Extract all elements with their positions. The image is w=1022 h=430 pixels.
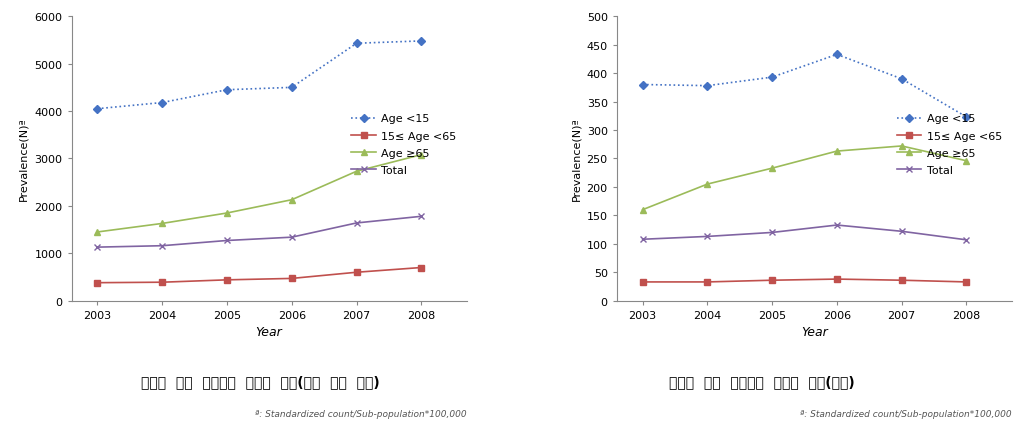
15≤ Age <65 <box>156 280 169 285</box>
15≤ Age <65 <box>637 280 649 285</box>
Age ≥65 <box>221 211 233 216</box>
Age <15 <box>91 107 103 112</box>
Legend: Age <15, 15≤ Age <65, Age ≥65, Total: Age <15, 15≤ Age <65, Age ≥65, Total <box>892 110 1007 180</box>
Text: ª: Standardized count/Sub-population*100,000: ª: Standardized count/Sub-population*100… <box>254 409 467 418</box>
Age <15 <box>351 42 363 47</box>
Total <box>701 234 713 240</box>
Age ≥65 <box>895 144 908 149</box>
Line: Age ≥65: Age ≥65 <box>640 144 969 213</box>
Total <box>637 237 649 242</box>
Age ≥65 <box>961 159 973 164</box>
Text: 연령에  따른  유병률의  시간적  분포(입원  또는  외래): 연령에 따른 유병률의 시간적 분포(입원 또는 외래) <box>141 374 380 388</box>
Line: 15≤ Age <65: 15≤ Age <65 <box>640 276 969 285</box>
Total <box>415 214 427 219</box>
Age ≥65 <box>766 166 779 171</box>
Age ≥65 <box>637 208 649 213</box>
Total <box>831 223 843 228</box>
Line: 15≤ Age <65: 15≤ Age <65 <box>95 265 424 286</box>
Age ≥65 <box>91 230 103 235</box>
Line: Age ≥65: Age ≥65 <box>95 153 424 235</box>
Total <box>961 238 973 243</box>
15≤ Age <65 <box>351 270 363 275</box>
Age ≥65 <box>701 182 713 187</box>
Age <15 <box>637 83 649 88</box>
Line: Age <15: Age <15 <box>640 52 969 120</box>
Total <box>895 229 908 234</box>
Total <box>285 235 297 240</box>
Age <15 <box>895 77 908 82</box>
Total <box>156 243 169 249</box>
Age <15 <box>221 88 233 93</box>
15≤ Age <65 <box>895 278 908 283</box>
Text: ª: Standardized count/Sub-population*100,000: ª: Standardized count/Sub-population*100… <box>800 409 1012 418</box>
X-axis label: Year: Year <box>801 326 828 338</box>
Y-axis label: Prevalence(N)ª: Prevalence(N)ª <box>18 117 29 201</box>
Age ≥65 <box>831 149 843 154</box>
Total <box>221 238 233 243</box>
15≤ Age <65 <box>766 278 779 283</box>
Y-axis label: Prevalence(N)ª: Prevalence(N)ª <box>571 117 582 201</box>
15≤ Age <65 <box>91 280 103 286</box>
15≤ Age <65 <box>961 280 973 285</box>
Line: Total: Total <box>640 223 969 243</box>
15≤ Age <65 <box>701 280 713 285</box>
X-axis label: Year: Year <box>256 326 282 338</box>
Line: Age <15: Age <15 <box>95 39 424 112</box>
Text: 연령에  따른  유병률의  시간적  분포(입원): 연령에 따른 유병률의 시간적 분포(입원) <box>668 374 854 388</box>
Age ≥65 <box>285 198 297 203</box>
15≤ Age <65 <box>285 276 297 281</box>
Age <15 <box>701 84 713 89</box>
Age <15 <box>766 75 779 80</box>
Age <15 <box>961 115 973 120</box>
15≤ Age <65 <box>415 265 427 270</box>
Age ≥65 <box>415 153 427 158</box>
Age ≥65 <box>156 221 169 227</box>
Age <15 <box>415 39 427 44</box>
Age ≥65 <box>351 169 363 175</box>
Legend: Age <15, 15≤ Age <65, Age ≥65, Total: Age <15, 15≤ Age <65, Age ≥65, Total <box>346 110 461 180</box>
Total <box>91 245 103 250</box>
15≤ Age <65 <box>831 277 843 282</box>
Line: Total: Total <box>95 214 424 250</box>
Age <15 <box>831 52 843 58</box>
Total <box>351 221 363 226</box>
Age <15 <box>285 86 297 91</box>
Total <box>766 230 779 236</box>
15≤ Age <65 <box>221 278 233 283</box>
Age <15 <box>156 101 169 106</box>
